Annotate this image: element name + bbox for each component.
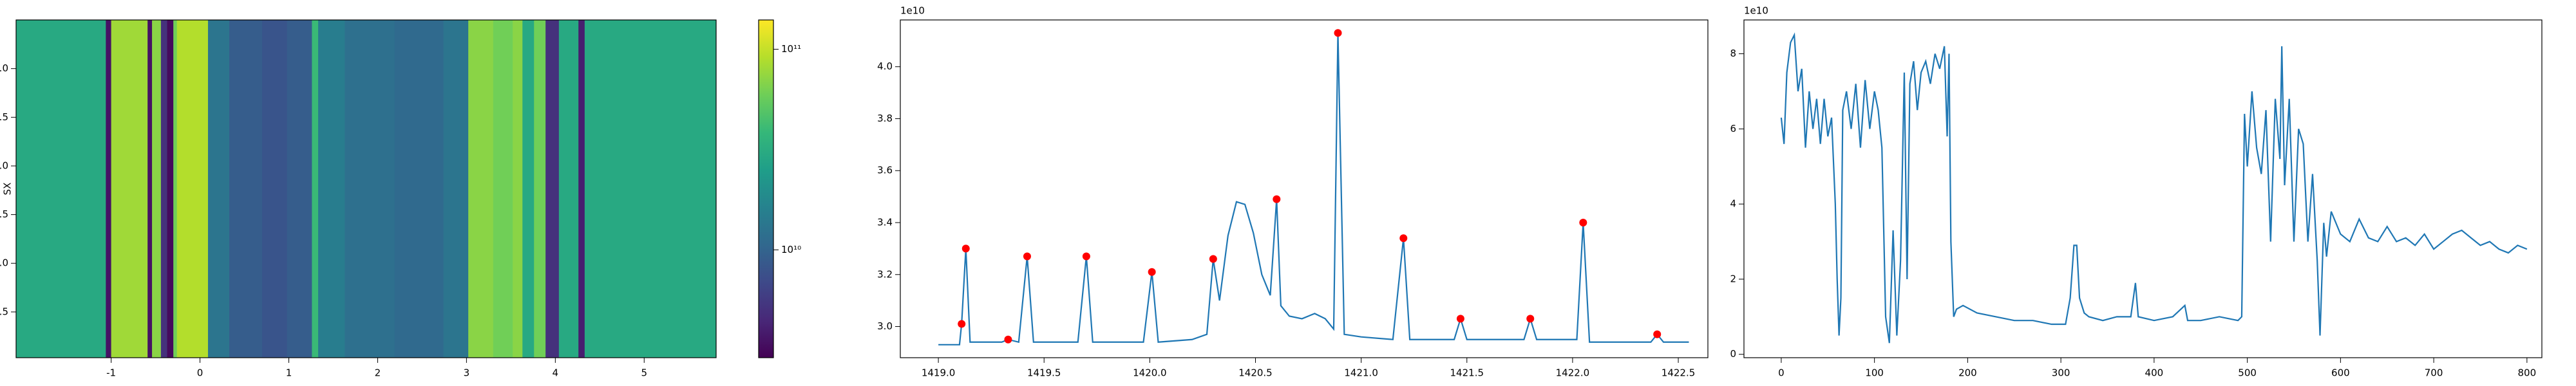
peak-marker <box>1526 315 1535 323</box>
heatmap-cell <box>534 20 546 358</box>
heatmap-cell <box>468 20 494 358</box>
peak-marker <box>1082 252 1090 261</box>
heatmap-cell <box>578 20 585 358</box>
x-tick-label: 0 <box>1778 367 1785 379</box>
colorbar-tick-label: 10¹⁰ <box>781 244 801 255</box>
heatmap-cell <box>160 20 168 358</box>
heatmap-cell <box>176 20 209 358</box>
x-tick-label: 500 <box>2238 367 2257 379</box>
x-tick-label: -1 <box>106 367 116 379</box>
x-tick-label: 200 <box>1958 367 1977 379</box>
line <box>938 33 1689 345</box>
x-tick-label: 1421.0 <box>1344 367 1378 379</box>
heatmap-cell <box>558 20 579 358</box>
y-tick-label: 8 <box>1730 48 1736 59</box>
colorbar <box>759 20 773 358</box>
heatmap-cell <box>394 20 444 358</box>
peak-marker <box>1209 255 1217 263</box>
y-tick-label: 1419.5 <box>0 306 8 317</box>
axes-frame <box>1743 19 2543 358</box>
y-tick-label: 1421.0 <box>0 160 8 171</box>
x-tick-label: 4 <box>553 367 559 379</box>
heatmap-cell <box>443 20 469 358</box>
peak-marker <box>1399 234 1408 243</box>
y-tick-label: 0 <box>1730 348 1736 360</box>
y-tick-label: 3.6 <box>877 165 893 176</box>
y-offset-label: 1e10 <box>1744 5 1768 17</box>
heatmap-cell <box>106 20 112 358</box>
x-tick-label: 1419.0 <box>922 367 956 379</box>
heatmap-cell <box>345 20 395 358</box>
heatmap-cell <box>167 20 174 358</box>
x-tick-label: 300 <box>2052 367 2070 379</box>
heatmap-cell <box>111 20 148 358</box>
line <box>1780 32 2528 344</box>
heatmap-cell <box>229 20 263 358</box>
heatmap-cell <box>287 20 312 358</box>
heatmap-cell <box>173 20 178 358</box>
x-tick-label: 0 <box>197 367 204 379</box>
peak-marker <box>1334 29 1342 37</box>
y-tick-label: 1421.5 <box>0 111 8 123</box>
peak-marker <box>1148 268 1156 276</box>
x-tick-label: 2 <box>375 367 381 379</box>
heatmap-cell <box>312 20 319 358</box>
x-tick-label: 1422.5 <box>1662 367 1696 379</box>
y-tick-label: 3.2 <box>877 268 893 280</box>
peak-marker <box>1273 195 1281 203</box>
x-tick-label: 1420.0 <box>1133 367 1167 379</box>
x-tick-label: 600 <box>2331 367 2350 379</box>
y-tick-label: 2 <box>1730 273 1736 284</box>
peak-marker <box>1579 219 1587 226</box>
heatmap-cell <box>522 20 535 358</box>
peak-marker <box>1653 330 1662 338</box>
y-tick-label: 6 <box>1730 123 1736 134</box>
y-tick-label: 1422.0 <box>0 62 8 74</box>
y-axis-label: SX <box>2 183 14 196</box>
colorbar-tick-label: 10¹¹ <box>781 43 801 55</box>
heatmap-cell <box>16 20 106 358</box>
heatmap-cell <box>262 20 288 358</box>
peak-marker <box>1456 315 1464 323</box>
heatmap-cell <box>152 20 162 358</box>
heatmap-cell <box>584 20 717 358</box>
x-tick-label: 100 <box>1865 367 1884 379</box>
x-tick-label: 5 <box>641 367 647 379</box>
peak-marker <box>1004 335 1012 344</box>
x-tick-label: 1422.0 <box>1556 367 1590 379</box>
axes-frame <box>15 19 717 358</box>
heatmap-cell <box>545 20 560 358</box>
heatmap-cell <box>207 20 230 358</box>
y-tick-label: 1420.0 <box>0 257 8 269</box>
y-tick-label: 1420.5 <box>0 208 8 220</box>
y-tick-label: 4 <box>1730 198 1736 210</box>
x-tick-label: 400 <box>2145 367 2164 379</box>
x-tick-label: 1421.5 <box>1450 367 1484 379</box>
y-offset-label: 1e10 <box>900 5 925 17</box>
heatmap-cell <box>513 20 523 358</box>
peak-marker <box>961 244 970 253</box>
x-tick-label: 1419.5 <box>1027 367 1061 379</box>
y-tick-label: 3.4 <box>877 217 893 228</box>
x-tick-label: 3 <box>464 367 470 379</box>
x-tick-label: 1420.5 <box>1238 367 1273 379</box>
heatmap-cell <box>147 20 153 358</box>
y-tick-label: 3.0 <box>877 320 893 332</box>
heatmap-cell <box>493 20 513 358</box>
colorbar-frame <box>758 19 774 358</box>
y-tick-label: 3.8 <box>877 113 893 124</box>
x-tick-label: 800 <box>2518 367 2537 379</box>
x-tick-label: 1 <box>286 367 292 379</box>
peak-marker <box>958 320 966 328</box>
axes-frame <box>900 19 1709 358</box>
x-tick-label: 700 <box>2425 367 2443 379</box>
peak-marker <box>1023 252 1031 261</box>
y-tick-label: 4.0 <box>877 60 893 72</box>
heatmap-cell <box>318 20 345 358</box>
